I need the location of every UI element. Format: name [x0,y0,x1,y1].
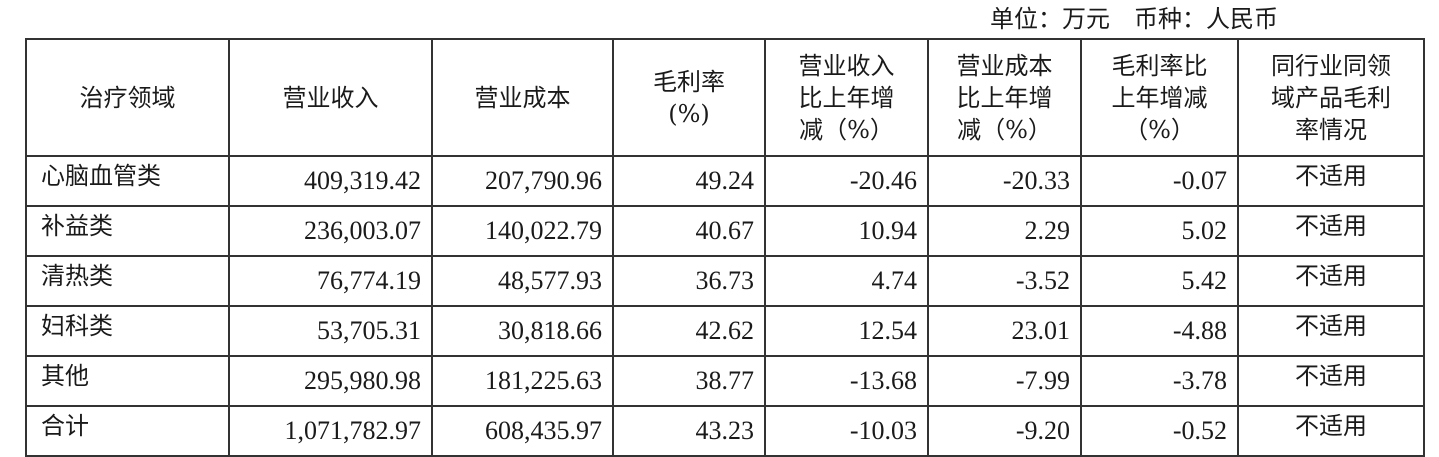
column-header: 毛利率 (%) [612,38,766,157]
table-cell: 不适用 [1237,405,1425,457]
row-label: 妇科类 [25,305,230,357]
table-cell: -20.33 [927,155,1082,207]
header-row: 治疗领域 营业收入 营业成本 毛利率 (%) 营业收入 比上年增 减（%） 营业成本 比上… [25,38,1425,157]
table-cell: 不适用 [1237,155,1425,207]
row-label: 心脑血管类 [25,155,230,207]
table-cell: 49.24 [612,155,766,207]
table-cell: 409,319.42 [228,155,433,207]
table-row: 心脑血管类 409,319.42 207,790.96 49.24 -20.46 -20.… [25,155,1425,207]
row-label: 其他 [25,355,230,407]
table-cell: 38.77 [612,355,766,407]
table-cell: 30,818.66 [431,305,614,357]
table-cell: 236,003.07 [228,205,433,257]
table-cell: 不适用 [1237,205,1425,257]
column-header: 营业收入 比上年增 减（%） [764,38,929,157]
table-cell: 4.74 [764,255,929,307]
revenue-by-therapy-table: 治疗领域 营业收入 营业成本 毛利率 (%) 营业收入 比上年增 减（%） 营业成本 比上… [25,38,1425,457]
table-cell: 36.73 [612,255,766,307]
table-cell: 181,225.63 [431,355,614,407]
table-cell: 12.54 [764,305,929,357]
table-cell: 1,071,782.97 [228,405,433,457]
table-cell: 不适用 [1237,305,1425,357]
column-header: 营业成本 比上年增 减（%） [927,38,1082,157]
row-label: 补益类 [25,205,230,257]
table-cell: 23.01 [927,305,1082,357]
unit-note: 单位：万元 币种：人民币 [990,5,1278,33]
table-cell: 207,790.96 [431,155,614,207]
table-row: 妇科类 53,705.31 30,818.66 42.62 12.54 23.01 -4.8… [25,305,1425,357]
table-cell: 48,577.93 [431,255,614,307]
column-header: 营业成本 [431,38,614,157]
table-row: 清热类 76,774.19 48,577.93 36.73 4.74 -3.52 5.42 不… [25,255,1425,307]
column-header: 营业收入 [228,38,433,157]
table-cell: 140,022.79 [431,205,614,257]
column-header: 毛利率比 上年增减 （%） [1080,38,1239,157]
table-cell: -0.07 [1080,155,1239,207]
table-cell: -9.20 [927,405,1082,457]
table-cell: -3.52 [927,255,1082,307]
row-label: 清热类 [25,255,230,307]
column-header: 治疗领域 [25,38,230,157]
table-cell: 5.42 [1080,255,1239,307]
row-label: 合计 [25,405,230,457]
table-cell: -0.52 [1080,405,1239,457]
table-cell: -7.99 [927,355,1082,407]
table-cell: 不适用 [1237,255,1425,307]
table-cell: 76,774.19 [228,255,433,307]
table-cell: 53,705.31 [228,305,433,357]
table-cell: -20.46 [764,155,929,207]
table-cell: -4.88 [1080,305,1239,357]
table-cell: 不适用 [1237,355,1425,407]
table-cell: 5.02 [1080,205,1239,257]
table-row: 补益类 236,003.07 140,022.79 40.67 10.94 2.29 5.0… [25,205,1425,257]
table-cell: -13.68 [764,355,929,407]
table-cell: 42.62 [612,305,766,357]
table-row: 其他 295,980.98 181,225.63 38.77 -13.68 -7.99 -3… [25,355,1425,407]
table-cell: 295,980.98 [228,355,433,407]
table-cell: 40.67 [612,205,766,257]
table-row: 合计 1,071,782.97 608,435.97 43.23 -10.03 -9.20… [25,405,1425,457]
table-cell: 608,435.97 [431,405,614,457]
table-cell: 2.29 [927,205,1082,257]
table-cell: -10.03 [764,405,929,457]
column-header: 同行业同领 域产品毛利 率情况 [1237,38,1425,157]
table-cell: -3.78 [1080,355,1239,407]
table-cell: 43.23 [612,405,766,457]
table-cell: 10.94 [764,205,929,257]
